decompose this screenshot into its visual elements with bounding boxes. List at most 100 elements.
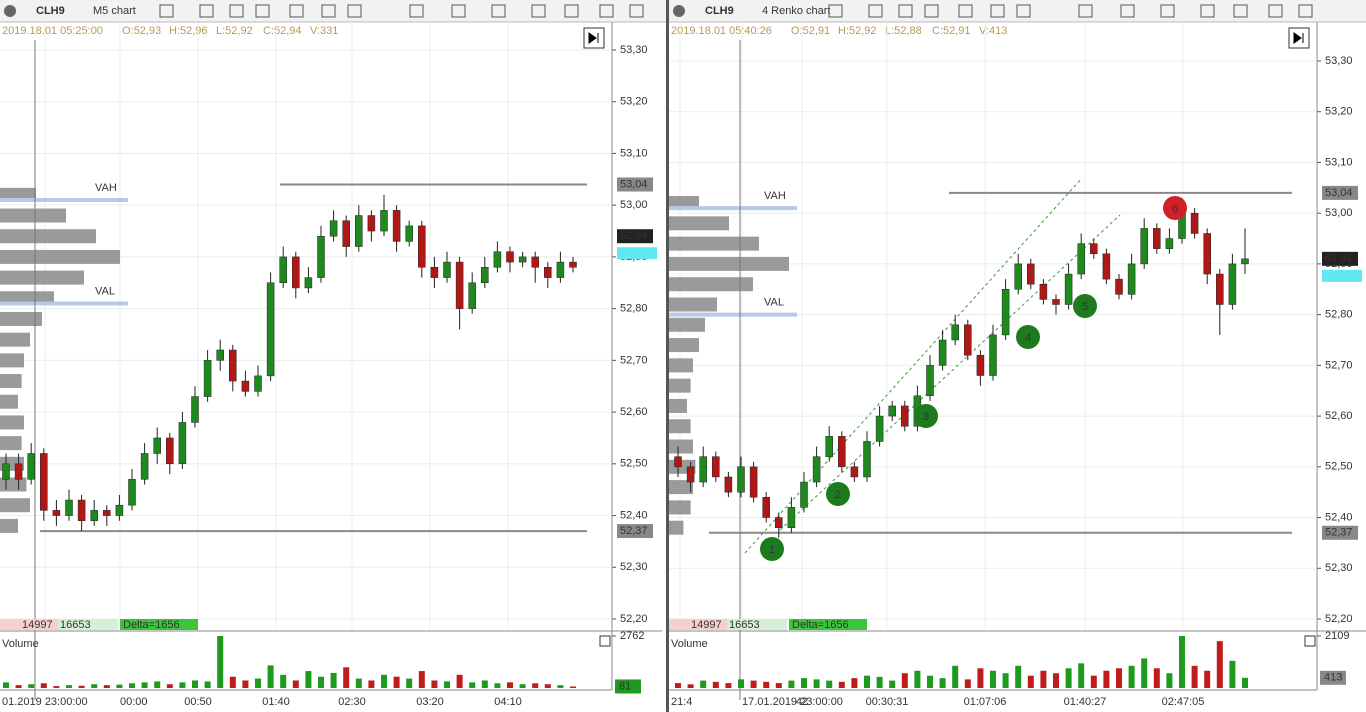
- y-tick-label: 52,30: [620, 561, 648, 573]
- toolbar-button[interactable]: [1268, 4, 1283, 18]
- volume-profile-bar: [669, 500, 691, 515]
- toolbar-button[interactable]: [898, 4, 913, 18]
- candle-body: [115, 504, 124, 516]
- scroll-icon: [1293, 32, 1304, 44]
- delta-sell: [669, 619, 727, 630]
- symbol[interactable]: CLH9: [36, 5, 65, 17]
- ohlc-info: 2019.18.01 05:40:26: [671, 25, 772, 37]
- volume-profile-bar: [0, 208, 66, 223]
- toolbar-button[interactable]: [491, 4, 506, 18]
- toolbar-button[interactable]: [1200, 4, 1215, 18]
- candle-body: [27, 453, 35, 480]
- toolbar-button[interactable]: [924, 4, 939, 18]
- candle-body: [455, 261, 464, 309]
- toolbar-button[interactable]: [564, 4, 579, 18]
- toolbar-button[interactable]: [531, 4, 546, 18]
- volume-bar: [1153, 668, 1160, 688]
- volume-profile-bar: [0, 436, 22, 451]
- volume-bar: [1128, 665, 1135, 688]
- candle-body: [863, 441, 871, 478]
- volume-bar: [532, 683, 539, 688]
- y-tick-label: 52,70: [620, 354, 648, 366]
- toolbar-button[interactable]: [1233, 4, 1248, 18]
- volume-bar: [166, 684, 173, 688]
- chart-type[interactable]: 4 Renko chart: [762, 5, 830, 17]
- y-tick-label: 52,80: [620, 303, 648, 315]
- candle-body: [77, 499, 86, 521]
- volume-profile-bar: [669, 378, 691, 393]
- candle-body: [14, 463, 23, 480]
- toolbar-button[interactable]: [255, 4, 270, 18]
- volume-bar: [1191, 665, 1198, 688]
- volume-profile-bar: [0, 332, 30, 347]
- toolbar-button[interactable]: [289, 4, 304, 18]
- vah-label: VAH: [95, 182, 117, 194]
- candle-body: [518, 256, 527, 263]
- level-tag: [617, 524, 653, 539]
- candle-body: [1001, 289, 1010, 336]
- volume-bar: [318, 676, 324, 688]
- volume-bar: [494, 683, 501, 688]
- time-label: 21:4: [671, 696, 692, 708]
- toolbar-button[interactable]: [1016, 4, 1031, 18]
- toolbar-button[interactable]: [958, 4, 973, 18]
- toolbar-button[interactable]: [199, 4, 214, 18]
- candle-body: [2, 463, 10, 480]
- volume-profile-bar: [0, 518, 18, 533]
- toolbar-button[interactable]: [629, 4, 644, 18]
- level-tag-label: 53,04: [1325, 187, 1353, 199]
- candle-body: [1216, 273, 1224, 305]
- last-volume-tag: [615, 679, 641, 694]
- time-label: 02:30: [338, 696, 366, 708]
- time-label: 04:10: [494, 696, 522, 708]
- volume-bar: [977, 668, 984, 688]
- volume-bar: [570, 686, 576, 688]
- candle-body: [304, 277, 313, 289]
- toolbar-button[interactable]: [159, 4, 174, 18]
- toolbar-button[interactable]: [409, 4, 424, 18]
- toolbar-button[interactable]: [1160, 4, 1175, 18]
- candle-body: [1115, 278, 1123, 295]
- volume-bar: [40, 683, 47, 688]
- candle-body: [888, 405, 896, 417]
- toolbar-button[interactable]: [347, 4, 362, 18]
- volume-bar: [229, 676, 236, 688]
- volume-bar: [927, 675, 933, 688]
- candle-body: [1203, 233, 1211, 275]
- y-tick-label: 52,20: [620, 613, 648, 625]
- volume-bar: [964, 679, 971, 688]
- time-label: 02:47:05: [1162, 696, 1205, 708]
- toolbar-button[interactable]: [1078, 4, 1093, 18]
- close-pane[interactable]: [599, 635, 611, 647]
- volume-bar: [1166, 673, 1173, 688]
- volume-bar: [788, 680, 795, 688]
- volume-bar: [103, 685, 110, 688]
- settings-icon[interactable]: [4, 5, 16, 17]
- candle-body: [380, 210, 388, 232]
- toolbar-button[interactable]: [1298, 4, 1313, 18]
- chart-type[interactable]: M5 chart: [93, 5, 136, 17]
- volume-bar: [53, 686, 60, 688]
- toolbar-button[interactable]: [868, 4, 883, 18]
- volume-profile-bar: [0, 415, 24, 430]
- volume-bar: [15, 685, 22, 688]
- toolbar-button[interactable]: [1120, 4, 1135, 18]
- volume-profile-bar: [669, 358, 693, 373]
- volume-bar: [1027, 675, 1034, 688]
- toolbar-button[interactable]: [990, 4, 1005, 18]
- toolbar-button[interactable]: [599, 4, 614, 18]
- toolbar-button[interactable]: [828, 4, 843, 18]
- toolbar-button[interactable]: [451, 4, 466, 18]
- toolbar-button[interactable]: [321, 4, 336, 18]
- toolbar-button[interactable]: [229, 4, 244, 18]
- y-tick-label: 52,80: [1325, 309, 1353, 321]
- candle-body: [901, 405, 909, 427]
- volume-bar: [406, 678, 413, 688]
- close-pane[interactable]: [1304, 635, 1316, 647]
- volume-profile-bar: [669, 419, 691, 434]
- settings-icon[interactable]: [673, 5, 685, 17]
- symbol[interactable]: CLH9: [705, 5, 734, 17]
- val-label: VAL: [95, 285, 115, 297]
- volume-bar: [368, 680, 375, 688]
